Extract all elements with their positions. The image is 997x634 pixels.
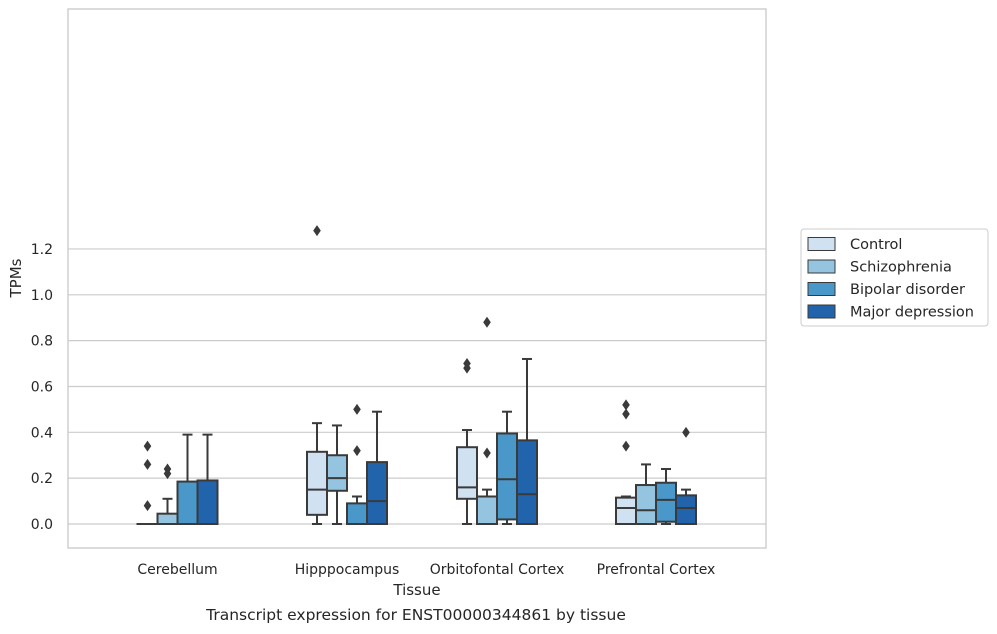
box-iqr — [476, 495, 498, 526]
outlier-point — [353, 403, 361, 415]
box-2-0 — [176, 433, 199, 525]
x-tick-label: Hipppocampus — [295, 562, 400, 578]
x-axis-ticks: Cerebellum Hipppocampus Orbitofontal Corte… — [137, 562, 715, 578]
outlier-point — [682, 426, 690, 438]
y-tick-label: 1.0 — [31, 288, 53, 304]
box-1-1 — [326, 424, 348, 525]
box-iqr — [456, 446, 478, 500]
outlier-point — [622, 440, 630, 452]
legend-swatch — [807, 304, 836, 319]
box-1-2 — [476, 316, 498, 526]
box-iqr — [615, 496, 637, 525]
box-0-1 — [306, 225, 328, 525]
outlier-point — [143, 500, 152, 512]
x-tick-label: Orbitofontal Cortex — [430, 562, 565, 578]
grid-lines — [68, 248, 766, 525]
legend-entry-label: Control — [850, 237, 902, 253]
box-iqr — [516, 439, 538, 526]
legend-entry-label: Schizophrenia — [850, 260, 952, 276]
box-iqr — [196, 479, 219, 525]
legend-entry-label: Bipolar disorder — [850, 282, 965, 298]
plot-frame — [67, 8, 767, 549]
x-axis-label: Tissue — [392, 581, 440, 599]
box-1-0 — [156, 463, 179, 525]
box-iqr — [326, 454, 348, 492]
outlier-point — [483, 447, 491, 459]
y-tick-label: 0.2 — [31, 471, 53, 487]
legend-frame — [800, 228, 989, 327]
x-tick-label: Cerebellum — [137, 562, 217, 578]
legend-swatch — [807, 259, 836, 274]
box-0-0 — [136, 440, 159, 526]
box-0-3 — [615, 399, 637, 525]
legend-swatch — [807, 237, 836, 251]
box-3-2 — [516, 357, 538, 526]
y-tick-label: 1.2 — [31, 242, 53, 258]
box-iqr — [366, 461, 388, 525]
box-1-3 — [635, 463, 657, 526]
box-3-0 — [196, 433, 219, 525]
outlier-point — [143, 458, 152, 470]
box-2-1 — [346, 403, 368, 526]
box-iqr — [635, 484, 657, 526]
legend-entry-label: Major depression — [850, 305, 974, 321]
box-3-3 — [675, 426, 697, 526]
box-iqr — [176, 480, 199, 525]
outlier-point — [143, 440, 152, 452]
box-2-3 — [655, 467, 677, 525]
box-iqr — [655, 481, 677, 523]
outlier-point — [163, 463, 172, 475]
y-tick-label: 0.8 — [31, 334, 53, 350]
legend: Control Schizophrenia Bipolar disorder Majo… — [800, 228, 989, 327]
outlier-point — [483, 316, 491, 328]
outlier-point — [463, 358, 471, 370]
box-iqr — [346, 502, 368, 526]
outlier-point — [622, 399, 630, 411]
y-axis-label: TPMs — [7, 258, 25, 298]
y-tick-label: 0.4 — [31, 425, 53, 441]
box-iqr — [675, 494, 697, 526]
box-3-1 — [366, 410, 388, 525]
y-axis-ticks: 0.0 0.2 0.4 0.6 0.8 1.0 1.2 — [31, 242, 53, 533]
legend-swatch — [807, 282, 836, 296]
plot-area — [136, 225, 697, 526]
figure-caption: Transcript expression for ENST0000034486… — [206, 606, 626, 624]
box-iqr — [306, 450, 328, 516]
outlier-point — [622, 408, 630, 420]
box-2-2 — [496, 410, 518, 525]
box-0-2 — [456, 358, 478, 525]
y-tick-label: 0.6 — [31, 379, 53, 395]
outlier-point — [313, 225, 321, 237]
box-iqr — [496, 432, 518, 521]
box-iqr — [156, 512, 179, 525]
y-tick-label: 0.0 — [31, 517, 53, 533]
outlier-point — [353, 445, 361, 457]
x-tick-label: Prefrontal Cortex — [597, 562, 716, 578]
